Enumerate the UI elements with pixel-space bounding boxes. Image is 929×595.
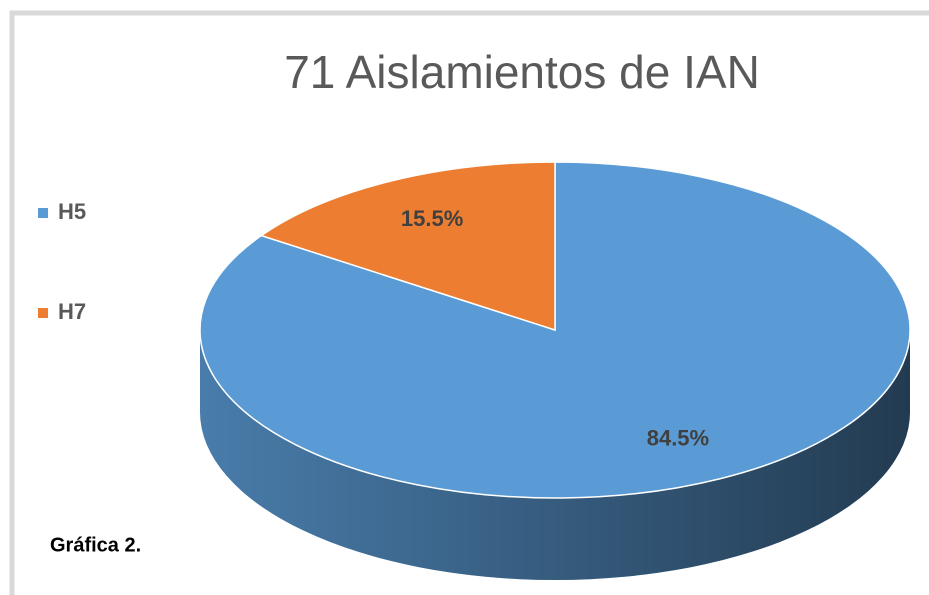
legend-label: H5 (58, 199, 86, 224)
data-label: 84.5% (647, 426, 709, 451)
frame (9, 10, 929, 595)
chart-title: 71 Aislamientos de IAN (284, 46, 760, 98)
legend-swatch (38, 208, 48, 218)
legend-swatch (38, 308, 48, 318)
data-label: 15.5% (401, 206, 463, 231)
legend-label: H7 (58, 299, 86, 324)
pie-side-shade (200, 330, 910, 580)
pie-slice (259, 161, 556, 332)
caption: Gráfica 2. (50, 534, 141, 556)
